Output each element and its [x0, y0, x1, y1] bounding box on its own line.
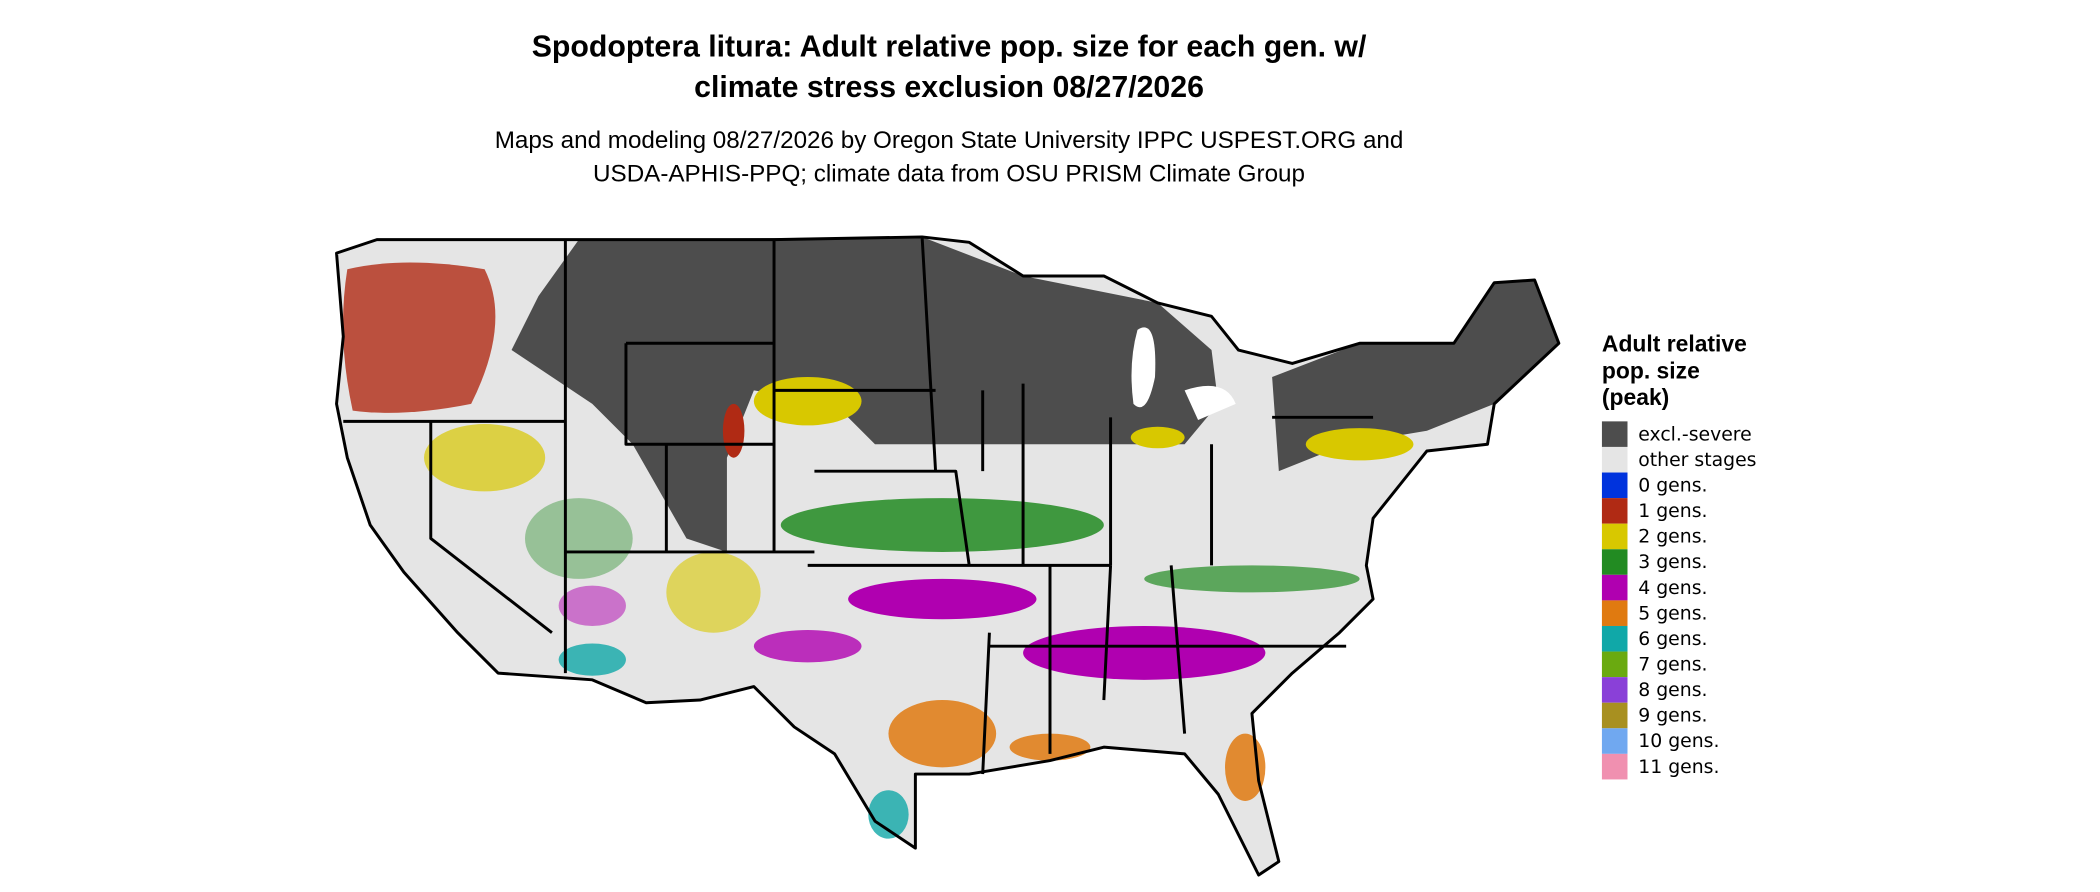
us-map — [335, 235, 1561, 877]
us-outline — [335, 235, 1561, 877]
legend-swatch — [1601, 702, 1628, 729]
population-zone — [780, 498, 1104, 552]
legend-label: 5 gens. — [1638, 603, 1707, 624]
population-zone — [1130, 426, 1185, 449]
legend-swatch — [1601, 498, 1628, 524]
legend-title-line: (peak) — [1602, 384, 1669, 410]
legend-swatch — [1601, 523, 1628, 550]
exclusion-region — [1272, 280, 1559, 472]
population-zone — [888, 700, 997, 768]
lake — [1184, 385, 1236, 421]
legend-title-line: pop. size — [1602, 357, 1700, 383]
legend-label: 7 gens. — [1638, 655, 1707, 676]
legend-swatch — [1601, 472, 1628, 499]
population-zone — [1144, 565, 1360, 593]
legend-label: 4 gens. — [1638, 578, 1707, 599]
population-zone — [753, 630, 862, 663]
legend-swatch — [1601, 421, 1628, 447]
title-line: climate stress exclusion 08/27/2026 — [694, 71, 1204, 104]
population-zone — [1225, 733, 1266, 801]
legend-swatch — [1601, 753, 1628, 780]
population-zone — [722, 403, 745, 458]
population-zone — [558, 585, 626, 626]
population-zone — [525, 498, 633, 579]
legend-swatch — [1601, 651, 1628, 678]
title-line: Spodoptera litura: Adult relative pop. s… — [532, 31, 1367, 64]
lake — [1131, 327, 1156, 408]
subtitle-line: USDA-APHIS-PPQ; climate data from OSU PR… — [593, 161, 1305, 188]
population-zone — [558, 643, 626, 676]
legend-swatch — [1601, 677, 1628, 703]
legend-swatch — [1601, 600, 1628, 626]
legend-swatch — [1601, 728, 1628, 754]
legend-label: 11 gens. — [1638, 757, 1719, 778]
state-borders — [343, 236, 1374, 775]
legend-title-line: Adult relative — [1602, 330, 1747, 356]
population-zone — [343, 262, 496, 413]
population-zone — [753, 376, 862, 426]
legend-swatch — [1601, 549, 1628, 575]
legend-label: excl.-severe — [1638, 424, 1751, 445]
legend-label: 9 gens. — [1638, 706, 1707, 727]
population-zone — [848, 578, 1037, 620]
legend-label: 1 gens. — [1638, 501, 1707, 522]
legend-label: other stages — [1638, 450, 1756, 471]
subtitle-line: Maps and modeling 08/27/2026 by Oregon S… — [495, 127, 1404, 154]
legend-label: 10 gens. — [1638, 731, 1719, 752]
legend-swatch — [1601, 446, 1628, 473]
population-zone — [868, 790, 909, 839]
legend-label: 2 gens. — [1638, 527, 1707, 548]
exclusion-region — [511, 236, 1219, 552]
population-zone — [666, 551, 761, 633]
population-zone — [424, 424, 546, 492]
legend-label: 0 gens. — [1638, 475, 1707, 496]
legend-label: 3 gens. — [1638, 552, 1707, 573]
population-zone — [1305, 428, 1414, 461]
legend-label: 8 gens. — [1638, 680, 1707, 701]
population-zone — [1023, 625, 1266, 680]
legend-label: 6 gens. — [1638, 629, 1707, 650]
legend: Adult relative pop. size (peak) excl.-se… — [1601, 330, 1756, 780]
legend-swatch — [1601, 625, 1628, 652]
legend-swatch — [1601, 574, 1628, 601]
